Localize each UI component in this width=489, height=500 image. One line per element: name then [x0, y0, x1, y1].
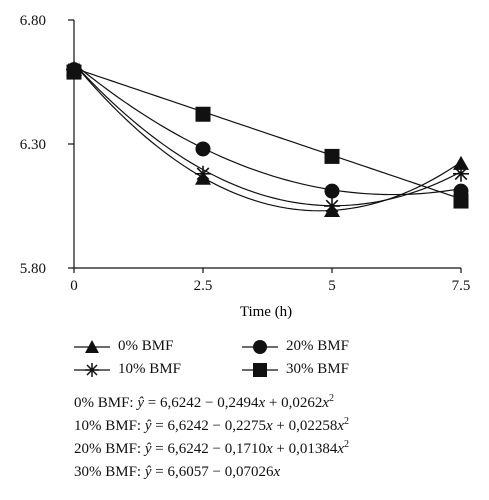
equation-0: 0% BMF: ŷ = 6,6242 − 0,2494x + 0,0262x2 — [74, 393, 335, 412]
triangle-marker-icon — [74, 339, 110, 353]
circle-marker-icon — [242, 339, 278, 354]
legend-item-0: 0% BMF — [74, 338, 173, 355]
legend-item-2: 20% BMF — [242, 338, 349, 355]
fit-curves — [73, 63, 462, 212]
x-tick-label: 5 — [328, 278, 336, 294]
data-point-3-1 — [195, 106, 211, 122]
data-point-3-0 — [66, 64, 82, 80]
fit-curve-2 — [73, 63, 462, 196]
equation-3: 30% BMF: ŷ = 6,6057 − 0,07026x — [74, 464, 281, 480]
star-marker-icon — [74, 362, 110, 377]
data-point-1-1 — [195, 165, 211, 182]
fit-equations: 0% BMF: ŷ = 6,6242 − 0,2494x + 0,0262x2 … — [74, 392, 349, 484]
data-point-3-3 — [453, 193, 469, 209]
data-point-2-1 — [195, 141, 211, 157]
fit-curve-0 — [73, 63, 462, 212]
fit-curve-1 — [73, 63, 462, 207]
legend-label: 10% BMF — [118, 361, 181, 377]
legend-label: 0% BMF — [118, 338, 174, 354]
square-marker-icon — [242, 362, 278, 377]
fit-curve-3 — [73, 67, 462, 200]
legend-label: 20% BMF — [286, 338, 349, 354]
x-tick-label: 2.5 — [194, 278, 213, 294]
x-tick-label: 7.5 — [452, 278, 471, 294]
y-tick-label: 6.30 — [20, 137, 46, 153]
equation-1: 10% BMF: ŷ = 6,6242 − 0,2275x + 0,02258x… — [74, 416, 350, 435]
x-axis-label: Time (h) — [240, 304, 292, 320]
data-point-0-3 — [453, 155, 469, 170]
axes: 0 2.5 5 7.5 5.80 6.30 6.80 — [20, 13, 471, 294]
data-markers — [66, 61, 469, 217]
data-point-1-2 — [324, 198, 340, 214]
data-point-1-3 — [453, 165, 469, 182]
legend-item-1: 10% BMF — [74, 361, 181, 378]
data-point-3-2 — [324, 148, 340, 164]
equation-2: 20% BMF: ŷ = 6,6242 − 0,1710x + 0,01384x… — [74, 439, 350, 458]
chart: 0 2.5 5 7.5 5.80 6.30 6.80 Time (h) — [20, 13, 471, 320]
x-tick-label: 0 — [70, 278, 78, 294]
y-tick-label: 5.80 — [20, 261, 46, 277]
legend-label: 30% BMF — [286, 361, 349, 377]
legend-item-3: 30% BMF — [242, 361, 349, 378]
y-tick-label: 6.80 — [20, 13, 46, 29]
data-point-2-2 — [324, 183, 340, 199]
legend: 0% BMF 20% BMF 10% BMF 30% BMF — [74, 338, 474, 398]
